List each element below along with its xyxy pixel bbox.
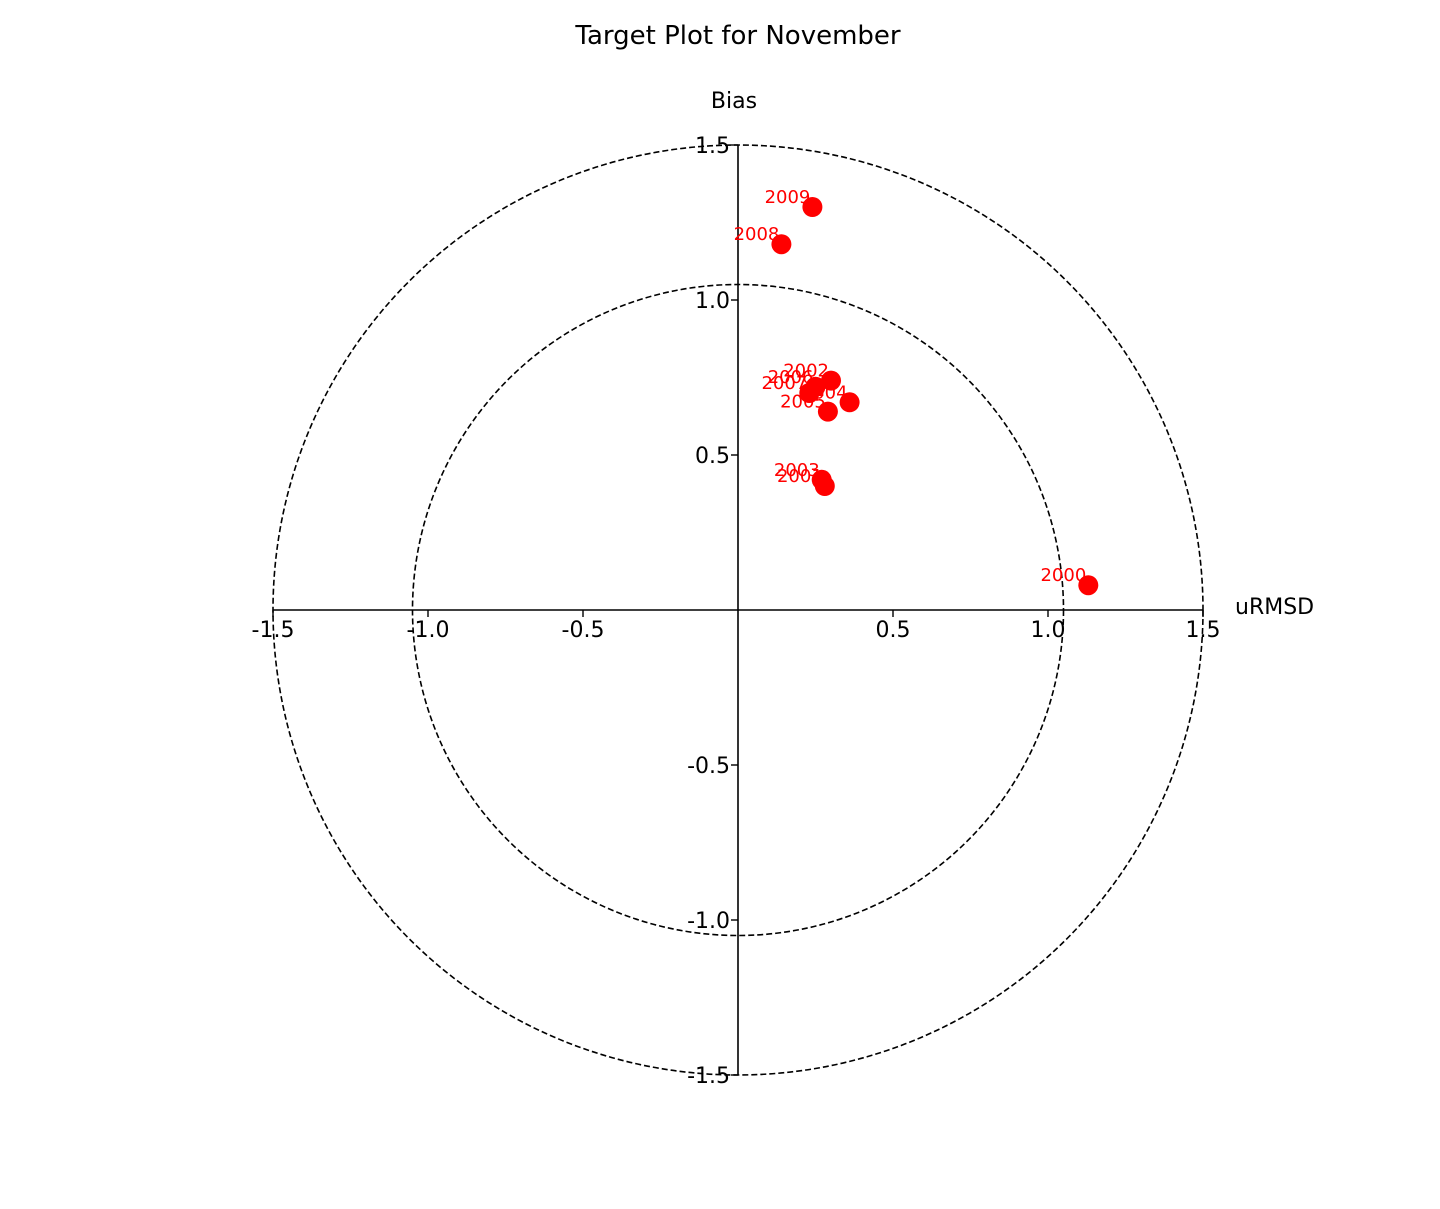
y-tick-label-2: -0.5 [687, 754, 730, 779]
y-tick-label-0: -1.5 [687, 1064, 730, 1089]
data-point-label-2008: 2008 [734, 224, 780, 245]
data-point-2000 [1078, 575, 1099, 596]
data-point-2007 [799, 383, 820, 403]
data-point-2004 [839, 392, 860, 413]
data-point-label-2009: 2009 [765, 187, 811, 208]
y-tick-label-4: 1.0 [695, 289, 730, 314]
data-point-2009 [802, 197, 823, 217]
data-point-label-2000: 2000 [1040, 565, 1086, 586]
data-point-label-2001: 2001 [777, 466, 823, 487]
y-axis-label: Bias [711, 89, 757, 114]
data-point-2005 [817, 401, 838, 422]
data-point-label-2003: 2003 [774, 460, 820, 481]
data-point-label-2006: 2006 [768, 367, 814, 388]
x-tick-label-2: -0.5 [562, 618, 605, 643]
y-tick-label-3: 0.5 [695, 444, 730, 469]
data-point-label-2007: 2007 [761, 373, 807, 394]
y-tick-label-1: -1.0 [687, 909, 730, 934]
x-tick-label-5: 1.5 [1186, 618, 1221, 643]
tick-marks: -1.5 -1.0 -0.5 0.5 1.0 1.5 -1.5 -1.0 -0.5 0.5 1.0 1… [252, 134, 1221, 1089]
x-tick-label-0: -1.5 [252, 618, 295, 643]
x-tick-label-4: 1.0 [1031, 618, 1066, 643]
data-point-2008 [771, 234, 792, 255]
data-point-2003 [811, 469, 832, 490]
chart-title: Target Plot for November [574, 21, 901, 51]
data-point-label-2002: 2002 [783, 361, 829, 382]
x-tick-label-3: 0.5 [876, 618, 911, 643]
axes [273, 145, 1203, 1075]
data-point-2002 [821, 370, 841, 391]
x-axis-label: uRMSD [1235, 595, 1314, 620]
y-tick-label-5: 1.5 [695, 134, 730, 159]
x-tick-label-1: -1.0 [407, 618, 450, 643]
